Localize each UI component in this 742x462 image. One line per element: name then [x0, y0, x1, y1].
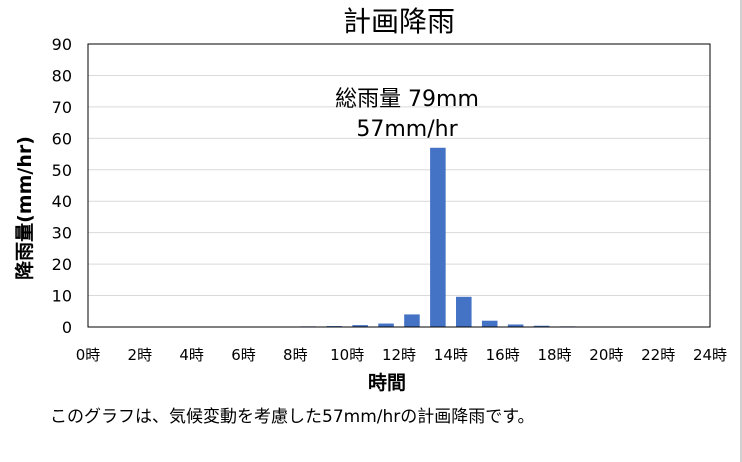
y-tick-label: 0	[62, 318, 72, 337]
bar	[404, 314, 420, 327]
x-axis-ticks: 0時 2時 4時 6時 8時 10時 12時 14時 16時 18時 20時 22時 24時	[76, 346, 727, 364]
x-tick-label: 12時	[382, 346, 416, 364]
chart-title: 計画降雨	[343, 5, 455, 38]
x-tick-label: 10時	[330, 346, 364, 364]
x-tick-label: 6時	[231, 346, 256, 364]
x-tick-label: 22時	[641, 346, 675, 364]
y-axis-title: 降雨量(mm/hr)	[13, 136, 36, 280]
rainfall-chart: 計画降雨 0 10 20 30 40 50 60 70 80 90 0時 2時 4時 6時 8時 10時 12…	[13, 5, 727, 394]
x-tick-label: 0時	[76, 346, 101, 364]
y-tick-label: 70	[52, 98, 72, 117]
plot-area-frame	[87, 43, 711, 328]
bar	[507, 324, 524, 327]
panel-border	[740, 0, 742, 462]
annotation-peak: 57mm/hr	[356, 117, 458, 142]
bar	[378, 323, 394, 327]
y-tick-label: 90	[52, 35, 72, 54]
y-tick-label: 30	[52, 224, 72, 243]
x-tick-label: 4時	[179, 346, 204, 364]
y-tick-label: 50	[52, 161, 72, 180]
y-tick-label: 20	[52, 255, 72, 274]
x-tick-label: 16時	[486, 346, 520, 364]
y-tick-label: 80	[52, 66, 72, 85]
y-axis-ticks: 0 10 20 30 40 50 60 70 80 90	[52, 35, 72, 337]
bar	[456, 296, 472, 327]
annotation-total: 総雨量 79mm	[335, 87, 479, 112]
x-tick-label: 14時	[434, 346, 468, 364]
x-tick-label: 24時	[693, 346, 727, 364]
x-tick-label: 8時	[283, 346, 308, 364]
x-tick-label: 18時	[537, 346, 571, 364]
x-axis-title: 時間	[368, 372, 406, 394]
bar	[481, 320, 498, 327]
bar	[533, 325, 550, 327]
x-tick-label: 20時	[589, 346, 623, 364]
gridlines	[88, 74, 710, 297]
bar	[352, 325, 368, 327]
y-tick-label: 10	[52, 287, 72, 306]
bar	[430, 147, 446, 327]
y-tick-label: 40	[52, 192, 72, 211]
x-tick-label: 2時	[128, 346, 153, 364]
chart-caption: このグラフは、気候変動を考慮した57mm/hrの計画降雨です。	[50, 407, 535, 427]
bars	[93, 147, 705, 327]
y-tick-label: 60	[52, 129, 72, 148]
